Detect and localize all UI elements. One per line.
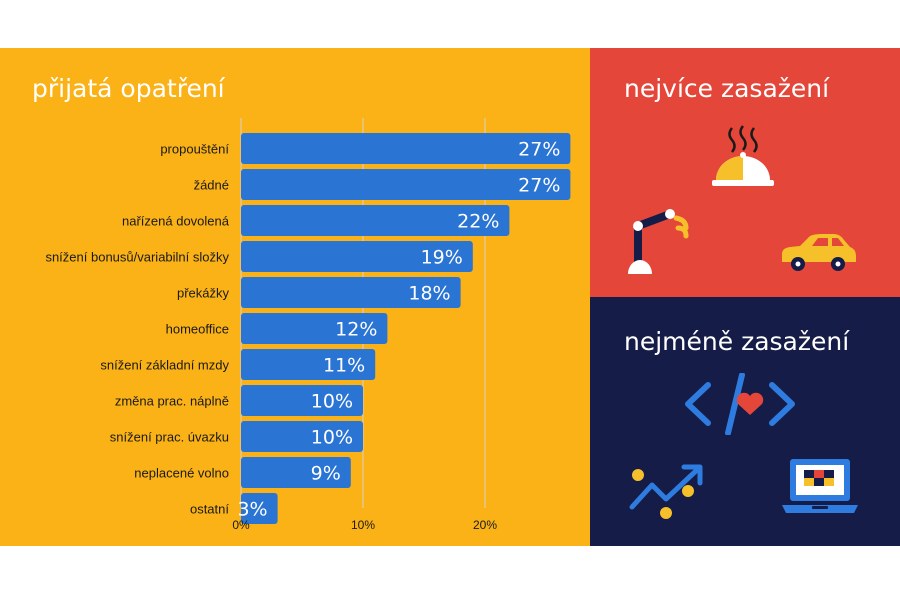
most-affected-panel: nejvíce zasažení [590,48,900,297]
value-label: 10% [311,427,353,449]
growth-chart-icon [629,464,703,519]
car-icon [782,234,856,271]
least-affected-title: nejméně zasažení [624,327,850,356]
bar-chart: propouštění žádné nařízená dovolená snížení… [45,118,571,532]
bar [241,349,376,380]
most-affected-title: nejvíce zasažení [624,74,830,103]
least-affected-panel: nejméně zasažení [590,297,900,546]
category-label: snížení prac. úvazku [110,430,229,445]
x-tick-label: 10% [351,518,375,532]
restaurant-cloche-icon [712,125,774,186]
category-label: žádné [194,178,229,193]
value-label: 19% [421,247,463,269]
bar [241,241,473,272]
category-label: nařízená dovolená [122,214,230,229]
bar [241,493,278,524]
bar [241,313,388,344]
category-label: propouštění [160,142,229,157]
category-label: překážky [177,286,230,301]
robot-arm-icon [628,209,689,274]
category-label: snížení bonusů/variabilní složky [45,250,229,265]
value-label: 18% [408,283,450,305]
bar [241,421,363,452]
value-label: 11% [323,355,365,377]
category-label: změna prac. náplně [115,394,229,409]
x-tick-label: 0% [232,518,250,532]
value-labels: 27% 27% 22% 19% 18% 12% 11% 10% 10% 9% 3% [237,139,560,521]
category-label: homeoffice [166,322,229,337]
bar [241,205,510,236]
bars [241,133,571,524]
bar [241,133,571,164]
category-label: snížení základní mzdy [100,358,229,373]
bar [241,169,571,200]
x-axis-ticks: 0% 10% 20% [232,518,497,532]
bar [241,457,351,488]
value-label: 27% [518,139,560,161]
value-label: 27% [518,175,560,197]
laptop-icon [782,459,858,513]
bar [241,277,461,308]
value-label: 22% [457,211,499,233]
value-label: 9% [311,463,341,485]
value-label: 12% [335,319,377,341]
chart-title: přijatá opatření [32,74,225,103]
category-labels: propouštění žádné nařízená dovolená snížení… [45,142,229,517]
category-label: ostatní [190,502,229,517]
x-tick-label: 20% [473,518,497,532]
category-label: neplacené volno [134,466,229,481]
value-label: 3% [237,499,267,521]
bar [241,385,363,416]
code-heart-icon [685,373,795,435]
value-label: 10% [311,391,353,413]
